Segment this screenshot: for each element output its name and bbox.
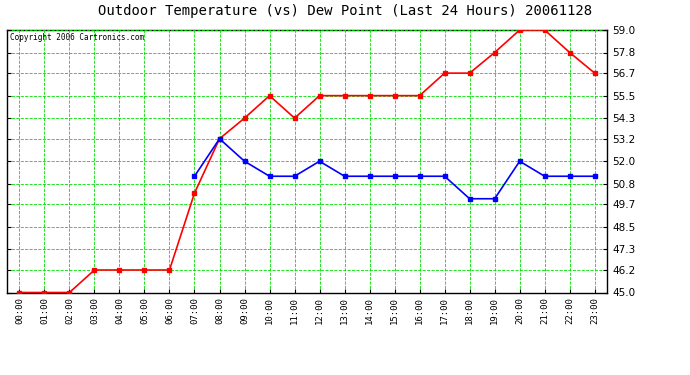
Text: Outdoor Temperature (vs) Dew Point (Last 24 Hours) 20061128: Outdoor Temperature (vs) Dew Point (Last…: [98, 4, 592, 18]
Text: Copyright 2006 Cartronics.com: Copyright 2006 Cartronics.com: [10, 33, 144, 42]
